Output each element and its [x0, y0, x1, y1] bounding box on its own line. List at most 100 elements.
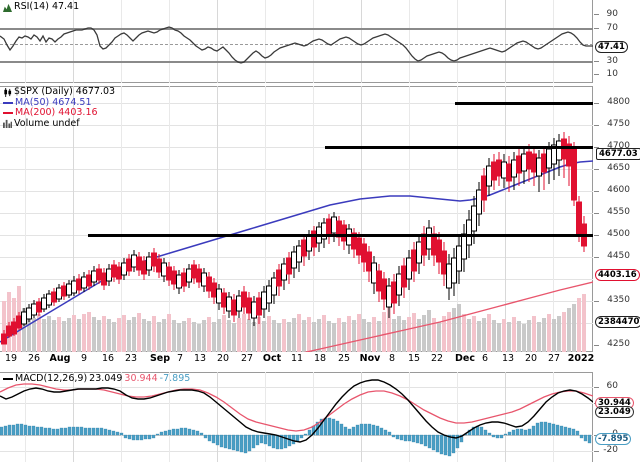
axis-tick [594, 169, 599, 170]
axis-tick [594, 74, 599, 75]
price-axis: 4800 4750 4700 4650 4600 4550 4500 4450 … [593, 86, 640, 352]
gridline-vertical [73, 0, 74, 83]
gridline-vertical [25, 372, 26, 462]
date-label: 22 [430, 353, 444, 364]
gridline-vertical [313, 372, 314, 462]
macd-histogram [0, 417, 592, 457]
axis-tick [594, 235, 599, 236]
rsi-axis-label: 10 [606, 69, 618, 79]
gridline-vertical [121, 86, 122, 352]
gridline-vertical [169, 372, 170, 462]
axis-tick [594, 103, 599, 104]
gridline-horizontal [0, 147, 593, 148]
axis-tick [594, 125, 599, 126]
date-label: Oct [262, 353, 282, 364]
gridline-vertical [265, 86, 266, 352]
support-line-4500 [88, 234, 593, 237]
date-label: 27 [547, 353, 561, 364]
ma50-swatch [3, 101, 13, 104]
gridline-horizontal [0, 323, 593, 324]
gridline-vertical [73, 372, 74, 462]
ma50-line [0, 160, 593, 343]
gridline-vertical [505, 86, 506, 352]
gridline-vertical [457, 86, 458, 352]
macd-hist-flag: -7.895 [595, 433, 632, 445]
rsi-frame [0, 0, 593, 83]
gridline-vertical [121, 372, 122, 462]
axis-tick [594, 61, 599, 62]
date-label: 23 [124, 353, 138, 364]
macd-legend-hist: -7.895 [159, 373, 191, 384]
gridline-vertical [217, 372, 218, 462]
date-label: Nov [359, 353, 381, 364]
macd-swatch [3, 378, 13, 381]
price-axis-label: 4600 [607, 185, 630, 195]
price-panel: $SPX (Daily) 4677.03 MA(50) 4674.51 MA(2… [0, 86, 640, 352]
gridline-vertical [25, 86, 26, 352]
gridline-horizontal [0, 191, 593, 192]
date-axis: 19 26 Aug 9 16 23 Sep 7 13 20 27 Oct 11 … [0, 353, 594, 367]
gridline-vertical [73, 86, 74, 352]
gridline-horizontal [0, 301, 593, 302]
axis-tick [594, 147, 599, 148]
gridline-vertical [361, 86, 362, 352]
rsi-axis-label: 90 [606, 9, 618, 19]
date-label: 13 [501, 353, 515, 364]
volume-legend-label: Volume undef [14, 117, 80, 129]
date-label: 19 [4, 353, 18, 364]
rsi-overbought-line [0, 28, 593, 30]
resistance-line-4700 [325, 146, 593, 149]
date-label: 16 [101, 353, 115, 364]
macd-axis-label: 60 [606, 381, 618, 391]
gridline-vertical [217, 86, 218, 352]
macd-axis-label: -20 [603, 445, 618, 455]
date-label: 20 [216, 353, 230, 364]
ma200-swatch [3, 112, 13, 115]
date-label: 20 [524, 353, 538, 364]
price-value-flag: 4677.03 [596, 148, 640, 160]
date-label: 11 [290, 353, 304, 364]
date-label: 26 [27, 353, 41, 364]
gridline-vertical [553, 86, 554, 352]
gridline-vertical [409, 372, 410, 462]
axis-tick [594, 345, 599, 346]
rsi-legend: RSI(14) 47.41 [3, 1, 79, 13]
date-label: 6 [481, 353, 489, 364]
axis-tick [594, 191, 599, 192]
date-label: 9 [80, 353, 88, 364]
rsi-axis-label: 30 [606, 56, 618, 66]
price-axis-label: 4500 [607, 229, 630, 239]
gridline-vertical [25, 0, 26, 83]
gridline-vertical [361, 372, 362, 462]
price-plot-area [0, 86, 593, 352]
rsi-indicator-icon [3, 3, 12, 12]
ma200-value-flag: 4403.16 [595, 269, 640, 281]
gridline-vertical [265, 372, 266, 462]
rsi-midline [0, 44, 593, 45]
gridline-vertical [553, 372, 554, 462]
ma200-legend-label: MA(200) 4403.16 [15, 107, 98, 118]
gridline-vertical [121, 0, 122, 83]
axis-tick [594, 213, 599, 214]
date-label: 8 [388, 353, 396, 364]
gridline-vertical [361, 0, 362, 83]
axis-tick [594, 257, 599, 258]
axis-tick [594, 451, 599, 452]
gridline-vertical [457, 0, 458, 83]
rsi-line [0, 26, 593, 64]
macd-legend-value: 23.049 [89, 373, 123, 384]
gridline-vertical [457, 372, 458, 462]
gridline-horizontal [0, 403, 593, 404]
axis-tick [594, 14, 599, 15]
gridline-horizontal [0, 451, 593, 452]
macd-frame [0, 372, 593, 462]
date-label: 15 [407, 353, 421, 364]
date-label: 18 [313, 353, 327, 364]
gridline-vertical [169, 0, 170, 83]
resistance-line-4800 [455, 102, 593, 105]
rsi-axis: 90 70 30 10 [593, 0, 640, 83]
date-label: Aug [49, 353, 71, 364]
price-axis-label: 4800 [607, 97, 630, 107]
macd-legend-signal: 30.944 [124, 373, 158, 384]
